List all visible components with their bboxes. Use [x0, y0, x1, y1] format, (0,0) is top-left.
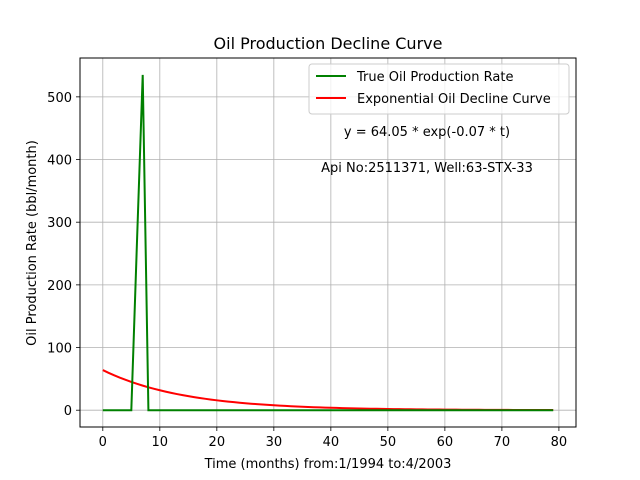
x-tick-label: 60 [437, 435, 454, 450]
y-axis-label: Oil Production Rate (bbl/month) [25, 140, 40, 346]
x-tick-label: 40 [323, 435, 340, 450]
y-tick-label: 100 [47, 342, 72, 357]
equation-annotation: y = 64.05 * exp(-0.07 * t) [344, 125, 510, 140]
y-tick-label: 300 [47, 216, 72, 231]
y-tick-label: 0 [64, 404, 72, 419]
decline-curve-line [102, 369, 554, 412]
x-tick-label: 80 [551, 435, 568, 450]
x-axis-label: Time (months) from:1/1994 to:4/2003 [204, 457, 452, 472]
y-tick-label: 400 [47, 154, 72, 169]
x-tick-label: 70 [494, 435, 511, 450]
well-annotation: Api No:2511371, Well:63-STX-33 [321, 161, 533, 176]
series-layer [102, 74, 554, 412]
legend: True Oil Production Rate Exponential Oil… [308, 63, 570, 115]
y-tick-label: 500 [47, 91, 72, 106]
x-tick-label: 20 [209, 435, 226, 450]
chart-title: Oil Production Decline Curve [214, 34, 443, 53]
legend-label-true-rate: True Oil Production Rate [356, 70, 513, 85]
plot-frame [79, 57, 577, 428]
ticks: 0 10 20 30 40 50 60 70 80 0 100 200 300 400 500 [47, 91, 567, 450]
true-rate-line [102, 74, 554, 412]
x-tick-label: 30 [266, 435, 283, 450]
y-tick-label: 200 [47, 279, 72, 294]
x-tick-label: 0 [99, 435, 107, 450]
legend-box [308, 63, 570, 115]
grid [80, 58, 576, 427]
x-tick-label: 50 [380, 435, 397, 450]
x-tick-label: 10 [152, 435, 169, 450]
legend-label-decline-curve: Exponential Oil Decline Curve [357, 92, 551, 107]
